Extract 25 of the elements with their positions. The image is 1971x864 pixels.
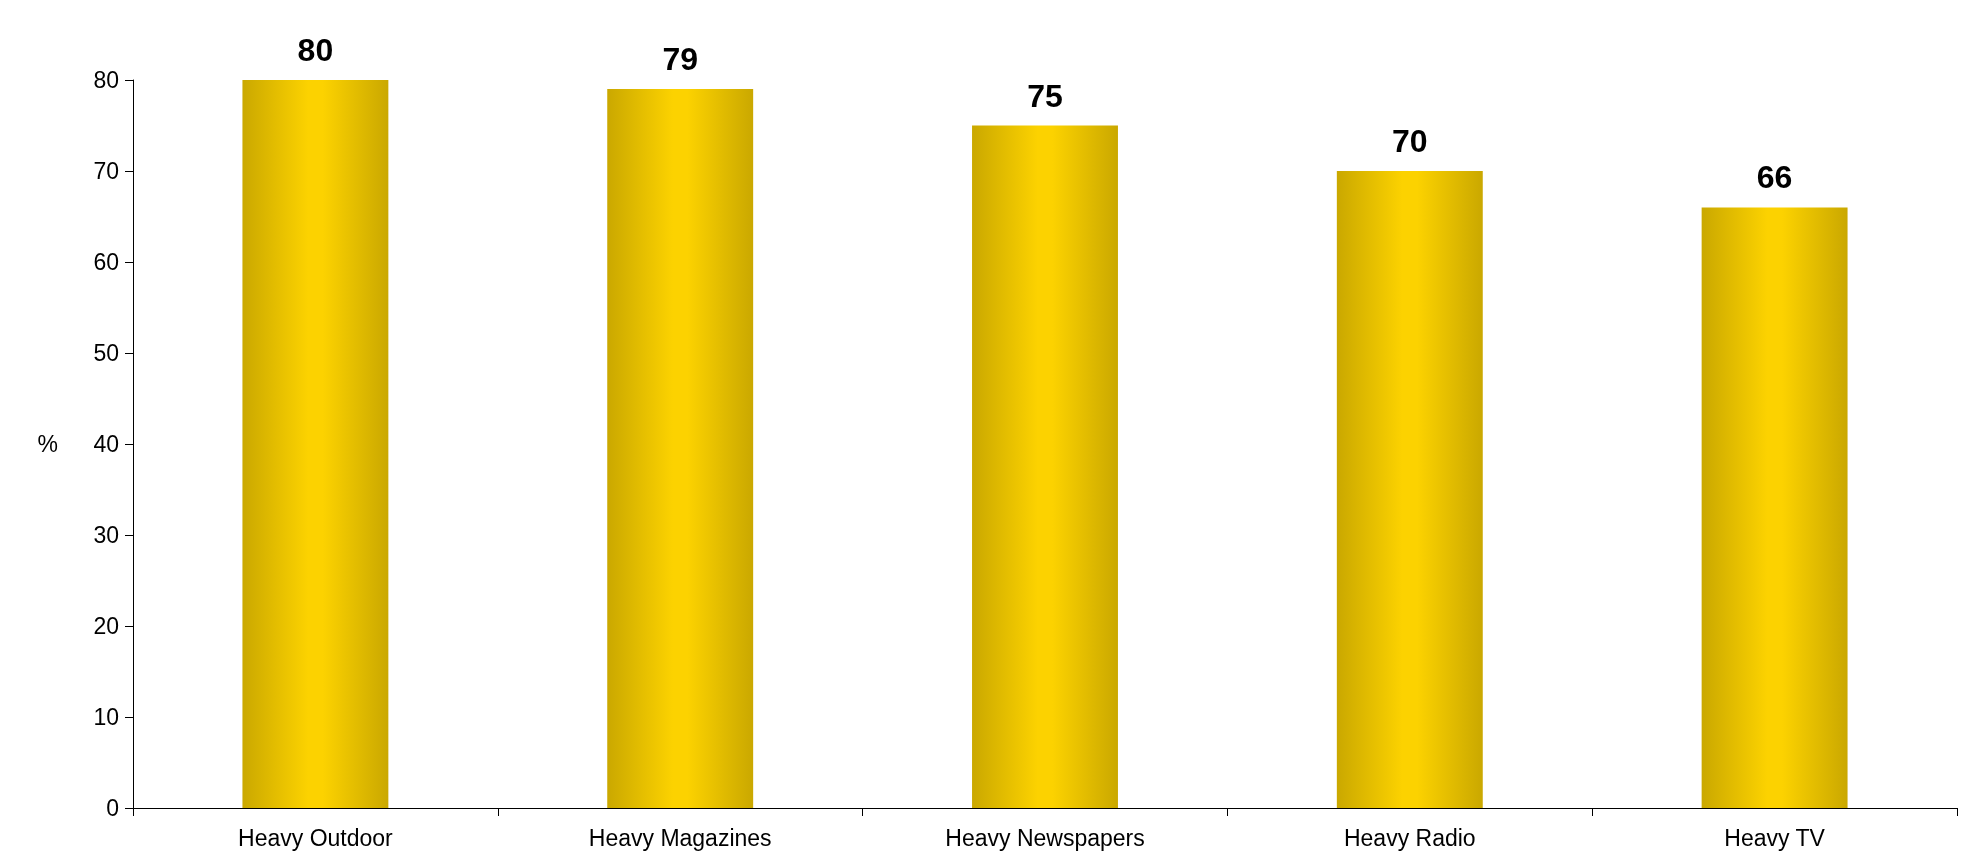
data-label: 79: [662, 41, 698, 78]
x-tick-label: Heavy Magazines: [588, 824, 772, 851]
data-label: 66: [1756, 159, 1793, 196]
y-tick-label: 10: [93, 704, 119, 730]
data-label: 70: [1392, 123, 1428, 159]
bar: [1336, 171, 1483, 808]
bar: [972, 125, 1118, 808]
data-label: 75: [1027, 77, 1063, 114]
data-label: 80: [297, 32, 334, 68]
bar: [1701, 207, 1848, 808]
y-tick-label: 60: [93, 249, 119, 275]
x-tick-label: Heavy Outdoor: [238, 824, 394, 851]
y-tick-label: 0: [106, 795, 119, 821]
x-tick-label: Heavy Newspapers: [945, 824, 1145, 851]
x-tick-label: Heavy Radio: [1343, 824, 1476, 851]
bar: [607, 89, 754, 808]
y-tick-label: 20: [93, 613, 119, 639]
y-axis-title: %: [37, 431, 58, 457]
y-tick-label: 40: [93, 431, 119, 457]
x-tick-label: Heavy TV: [1724, 824, 1826, 851]
y-tick-label: 80: [93, 67, 119, 93]
bar: [242, 80, 389, 808]
y-tick-label: 70: [93, 158, 119, 184]
y-tick-label: 50: [93, 340, 119, 366]
y-tick-label: 30: [93, 522, 119, 548]
